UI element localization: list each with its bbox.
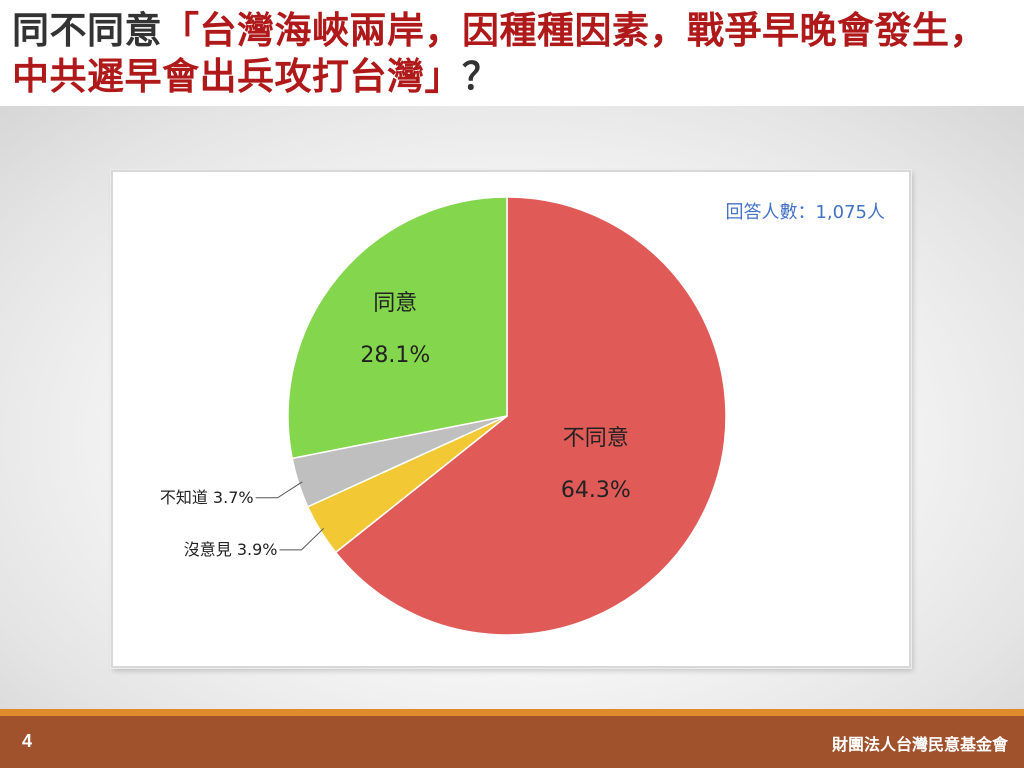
organization-name: 財團法人台灣民意基金會: [831, 735, 1008, 754]
page-number: 4: [22, 731, 33, 751]
slice-label-category-0: 不同意: [563, 426, 629, 451]
title-area: 同不同意「台灣海峽兩岸，因種種因素，戰爭早晚會發生，中共遲早會出兵攻打台灣」？: [0, 0, 1024, 106]
pie-slice-0: [334, 196, 727, 636]
slice-label-value-3: 28.1%: [360, 343, 430, 368]
footer-bar: 4 財團法人台灣民意基金會: [0, 716, 1024, 768]
leader-line-1: [279, 527, 325, 551]
title-quote: 「台灣海峽兩岸，因種種因素，戰爭早晚會發生，中共遲早會出兵攻打台灣」: [12, 9, 987, 98]
title-prefix: 同不同意: [12, 9, 162, 52]
chart-frame: 不同意 64.3% 沒意見 3.9% 不知道 3.7% 同意 28.1% 回答人數：1,07…: [111, 170, 911, 668]
respondent-count-note: 回答人數：1,075人: [725, 202, 885, 223]
footer-accent-line: [0, 709, 1024, 716]
slice-label-category-3: 同意: [373, 291, 417, 316]
pie-slice-3: [287, 196, 508, 460]
slice-label-value-0: 64.3%: [561, 478, 631, 503]
slice-label-outside-1: 沒意見 3.9%: [184, 540, 278, 559]
question-title: 同不同意「台灣海峽兩岸，因種種因素，戰爭早晚會發生，中共遲早會出兵攻打台灣」？: [12, 8, 1012, 100]
pie-chart: 不同意 64.3% 沒意見 3.9% 不知道 3.7% 同意 28.1% 回答人數：1,07…: [160, 196, 885, 636]
title-suffix: ？: [462, 55, 500, 98]
slice-label-outside-2: 不知道 3.7%: [160, 488, 254, 507]
leader-line-2: [255, 481, 303, 499]
